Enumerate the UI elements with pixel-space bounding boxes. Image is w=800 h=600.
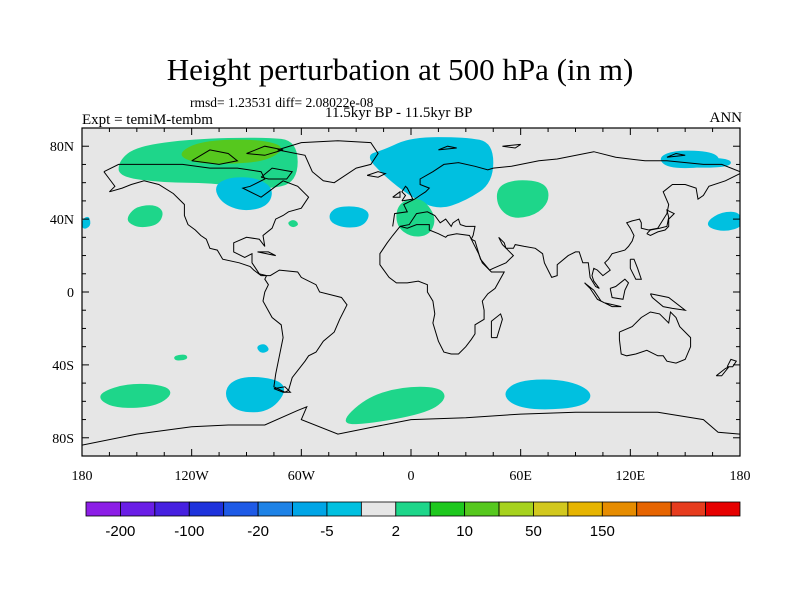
statistics-text: rmsd= 1.23531 diff= 2.08022e-08 [190, 95, 374, 110]
colorbar-box [292, 501, 328, 517]
x-tick-label: 0 [408, 469, 415, 484]
x-tick-label: 180 [730, 469, 751, 484]
coastline-0 [103, 163, 348, 393]
coastline-8 [604, 302, 622, 308]
colorbar-box [670, 501, 706, 517]
x-tick-label: 60W [288, 469, 316, 484]
region-north-pacific-negative [216, 177, 272, 211]
coastline-23 [273, 386, 292, 393]
y-tick-label: 0 [67, 286, 74, 301]
coastline-1 [277, 140, 379, 184]
coastline-24 [666, 152, 686, 158]
coastline-2 [392, 151, 740, 227]
period-label: 11.5kyr BP - 11.5kyr BP [325, 105, 473, 121]
colorbar-label: 50 [525, 523, 542, 540]
region-north-atlantic-negative [329, 206, 369, 228]
colorbar-box [154, 501, 190, 517]
coastline-18 [82, 405, 740, 446]
colorbar-box [85, 501, 121, 517]
coastline-6 [618, 310, 692, 364]
colorbar-box [533, 501, 569, 517]
experiment-label: Expt = temiM-tembm [82, 112, 213, 128]
colorbar-box [636, 501, 672, 517]
colorbar-box [188, 501, 225, 517]
coastline-21 [629, 258, 642, 280]
coastline-26 [438, 145, 457, 151]
season-label: ANN [709, 110, 743, 126]
colorbar-box [498, 501, 534, 517]
region-south-indian-negative [505, 379, 591, 410]
coastline-22 [257, 251, 276, 257]
colorbar-label: 150 [590, 523, 615, 540]
colorbar-box [705, 501, 741, 517]
coastline-14 [366, 171, 387, 178]
region-far-east-negative [707, 211, 740, 231]
x-tick-label: 60E [509, 469, 532, 484]
region-south-pacific-positive [100, 383, 171, 408]
coastline-20 [715, 366, 730, 377]
y-tick-label: 40S [52, 359, 74, 374]
colorbar-box [429, 501, 466, 517]
coastline-4 [379, 224, 506, 355]
coastline-16 [191, 149, 239, 165]
region-south-america-negative [226, 377, 285, 413]
colorbar-label: -100 [174, 523, 204, 540]
coastline-19 [726, 358, 738, 368]
colorbar-box [464, 501, 500, 517]
x-tick-label: 120E [616, 469, 646, 484]
coastlines [82, 140, 740, 446]
colorbar-box [360, 501, 397, 517]
colorbar-label: -20 [247, 523, 269, 540]
x-tick-label: 120W [175, 469, 210, 484]
coastline-10 [649, 293, 688, 311]
colorbar-label: 2 [392, 523, 400, 540]
y-tick-label: 40N [50, 213, 74, 228]
coastline-11 [646, 209, 676, 237]
colorbar-label: -5 [320, 523, 333, 540]
coastline-25 [502, 143, 521, 149]
colorbar-label: -200 [105, 523, 135, 540]
region-minor-3 [82, 216, 91, 229]
region-central-asia-positive [496, 180, 549, 218]
colorbar-box [257, 501, 293, 517]
colorbar-box [395, 501, 431, 517]
colorbar-box [601, 501, 638, 517]
coastline-9 [609, 278, 630, 300]
colorbar-box [223, 501, 259, 517]
x-tick-label: 180 [72, 469, 93, 484]
y-tick-label: 80N [50, 140, 74, 155]
chart-title: Height perturbation at 500 hPa (in m) [166, 52, 634, 87]
region-minor-4 [681, 157, 731, 168]
region-canada-arctic-core [181, 139, 281, 164]
region-north-pacific-positive [127, 205, 163, 228]
region-minor-0 [288, 220, 298, 228]
coastline-15 [260, 167, 294, 180]
coastline-12 [401, 185, 414, 202]
y-tick-label: 80S [52, 432, 74, 447]
axis-ticks: 80N 40N 0 40S 80S 180 120W 60W 0 60E 120E 180 [50, 128, 751, 484]
coastline-17 [246, 145, 284, 156]
region-south-atlantic-positive [345, 386, 445, 425]
coastline-13 [392, 190, 401, 198]
colorbar-box [120, 501, 156, 517]
region-minor-1 [257, 344, 269, 353]
coastline-5 [490, 313, 503, 339]
colorbar-box [326, 501, 362, 517]
colorbar-box [567, 501, 603, 517]
colorbar-label: 10 [456, 523, 473, 540]
coastline-3 [399, 173, 740, 289]
region-minor-2 [174, 354, 188, 361]
